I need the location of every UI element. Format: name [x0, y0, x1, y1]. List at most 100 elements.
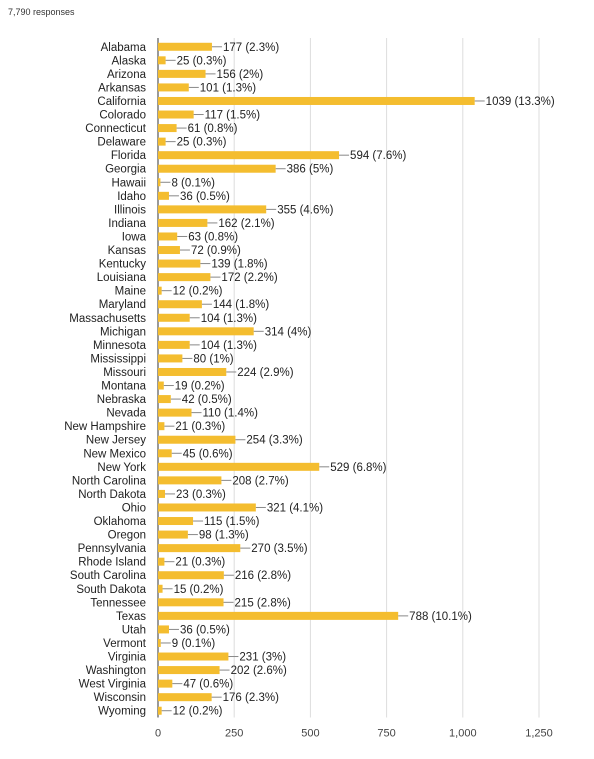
category-label: Nevada: [106, 408, 146, 420]
category-label: Kansas: [108, 245, 147, 257]
category-label: Nebraska: [97, 394, 147, 406]
category-label: Michigan: [100, 326, 146, 338]
data-label: 19 (0.2%): [175, 381, 225, 393]
category-label: Oklahoma: [94, 516, 147, 528]
data-label: 202 (2.6%): [231, 665, 287, 677]
data-label: 12 (0.2%): [173, 286, 223, 298]
bar: [158, 56, 166, 65]
bar: [158, 124, 177, 133]
data-label: 208 (2.7%): [232, 475, 288, 487]
x-tick-label: 1,000: [449, 728, 477, 740]
data-label: 216 (2.8%): [235, 570, 291, 582]
category-label: Montana: [101, 381, 146, 393]
bar: [158, 178, 161, 187]
bar: [158, 191, 169, 200]
x-tick-label: 500: [301, 728, 319, 740]
data-label: 21 (0.3%): [175, 557, 225, 569]
x-tick-label: 750: [377, 728, 395, 740]
data-label: 47 (0.6%): [183, 679, 233, 691]
category-label: Missouri: [103, 367, 146, 379]
bar: [158, 584, 163, 593]
category-label: New Jersey: [86, 435, 146, 447]
data-label: 12 (0.2%): [173, 706, 223, 718]
data-label: 21 (0.3%): [175, 421, 225, 433]
bar: [158, 367, 227, 376]
data-label: 177 (2.3%): [223, 42, 279, 54]
bars: [158, 42, 475, 715]
data-label: 321 (4.1%): [267, 502, 323, 514]
bar: [158, 638, 161, 647]
data-label: 156 (2%): [217, 69, 264, 81]
bar: [158, 218, 208, 227]
data-label: 104 (1.3%): [201, 340, 257, 352]
category-label: Massachusetts: [69, 313, 146, 325]
data-label: 314 (4%): [265, 326, 312, 338]
bar: [158, 151, 340, 160]
bar: [158, 83, 189, 92]
category-label: Connecticut: [85, 123, 147, 135]
category-label: Georgia: [105, 164, 147, 176]
data-label: 172 (2.2%): [221, 272, 277, 284]
category-label: Wisconsin: [94, 692, 146, 704]
bar: [158, 273, 211, 282]
category-label: Tennessee: [90, 597, 146, 609]
data-label: 1039 (13.3%): [486, 96, 555, 108]
data-label: 42 (0.5%): [182, 394, 232, 406]
category-label: Wyoming: [98, 706, 146, 718]
category-label: Washington: [86, 665, 146, 677]
data-label: 80 (1%): [193, 353, 233, 365]
category-label: Oregon: [108, 530, 146, 542]
data-label: 254 (3.3%): [246, 435, 302, 447]
data-label: 61 (0.8%): [188, 123, 238, 135]
bar: [158, 693, 212, 702]
data-label: 36 (0.5%): [180, 624, 230, 636]
data-label: 224 (2.9%): [237, 367, 293, 379]
bar: [158, 489, 166, 498]
bar: [158, 395, 171, 404]
category-label: Utah: [122, 624, 146, 636]
bar: [158, 666, 220, 675]
category-label: Minnesota: [93, 340, 147, 352]
data-label: 36 (0.5%): [180, 191, 230, 203]
data-label: 115 (1.5%): [204, 516, 260, 528]
bar: [158, 706, 162, 715]
bar: [158, 476, 222, 485]
data-label: 139 (1.8%): [211, 259, 267, 271]
category-label: Florida: [111, 150, 147, 162]
category-label: New York: [97, 462, 146, 474]
bar: [158, 557, 165, 566]
bar: [158, 408, 192, 417]
bar: [158, 246, 180, 255]
category-label: Vermont: [103, 638, 147, 650]
data-label: 23 (0.3%): [176, 489, 226, 501]
bar: [158, 422, 165, 431]
category-label: South Carolina: [70, 570, 147, 582]
bar: [158, 611, 399, 620]
data-label: 110 (1.4%): [203, 408, 259, 420]
category-label: Kentucky: [99, 259, 147, 271]
bar: [158, 544, 241, 553]
bar: [158, 354, 183, 363]
data-label: 355 (4.6%): [277, 204, 333, 216]
category-label: Ohio: [122, 502, 146, 514]
category-label: Iowa: [122, 231, 147, 243]
bar: [158, 625, 169, 634]
bar: [158, 679, 173, 688]
data-label: 25 (0.3%): [177, 55, 227, 67]
category-label: North Carolina: [72, 475, 147, 487]
category-label: Indiana: [108, 218, 146, 230]
category-label: Rhode Island: [78, 557, 146, 569]
responses-count: 7,790 responses: [8, 7, 75, 17]
bar: [158, 435, 236, 444]
bar: [158, 69, 206, 78]
category-label: Pennsylvania: [78, 543, 147, 555]
data-label: 8 (0.1%): [171, 177, 215, 189]
bar: [158, 598, 224, 607]
category-label: Arizona: [107, 69, 147, 81]
x-tick-label: 1,250: [525, 728, 553, 740]
x-axis-ticks: 0 250 500 750 1,000 1,250: [155, 728, 553, 740]
bar: [158, 137, 166, 146]
bar: [158, 205, 267, 214]
bar: [158, 110, 194, 119]
